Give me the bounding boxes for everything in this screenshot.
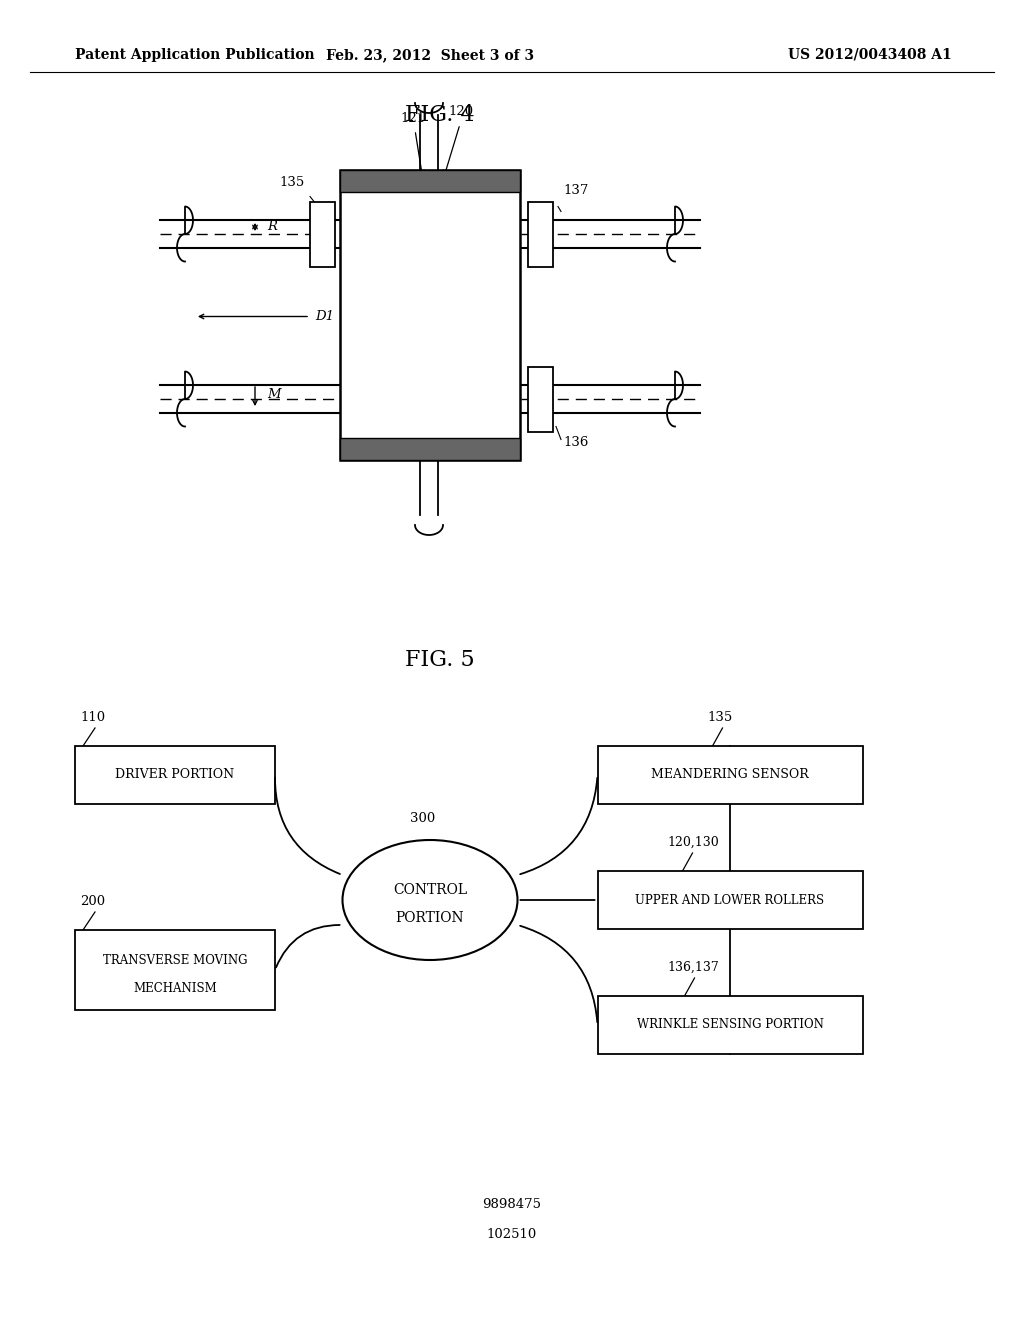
Bar [597, 871, 862, 929]
Text: 102510: 102510 [486, 1229, 538, 1242]
Text: CONTROL: CONTROL [393, 883, 467, 898]
Ellipse shape [342, 840, 517, 960]
Text: PORTION: PORTION [395, 911, 464, 925]
Text: MECHANISM: MECHANISM [133, 982, 217, 994]
Text: WRINKLE SENSING PORTION: WRINKLE SENSING PORTION [637, 1019, 823, 1031]
Text: Patent Application Publication: Patent Application Publication [75, 48, 314, 62]
Text: 9898475: 9898475 [482, 1199, 542, 1212]
Text: 300: 300 [410, 812, 435, 825]
Bar [340, 438, 520, 459]
Text: Feb. 23, 2012  Sheet 3 of 3: Feb. 23, 2012 Sheet 3 of 3 [326, 48, 535, 62]
Bar [340, 170, 520, 191]
Text: UPPER AND LOWER ROLLERS: UPPER AND LOWER ROLLERS [636, 894, 824, 907]
Text: 120,130: 120,130 [668, 836, 719, 849]
Bar [528, 202, 553, 267]
Text: DRIVER PORTION: DRIVER PORTION [116, 768, 234, 781]
Text: 200: 200 [80, 895, 105, 908]
Text: 135: 135 [280, 177, 305, 190]
Text: US 2012/0043408 A1: US 2012/0043408 A1 [788, 48, 952, 62]
Text: MEANDERING SENSOR: MEANDERING SENSOR [651, 768, 809, 781]
Text: 135: 135 [708, 711, 733, 723]
Text: 137: 137 [563, 183, 589, 197]
Bar [528, 367, 553, 432]
Text: TRANSVERSE MOVING: TRANSVERSE MOVING [102, 953, 247, 966]
Text: 120: 120 [449, 106, 473, 117]
Bar [310, 202, 335, 267]
Text: M: M [267, 388, 281, 400]
Bar [597, 997, 862, 1053]
Bar [597, 746, 862, 804]
Text: FIG. 5: FIG. 5 [406, 649, 475, 671]
Text: D1: D1 [315, 310, 334, 323]
Text: 121: 121 [400, 112, 425, 125]
Text: FIG. 4: FIG. 4 [406, 104, 475, 125]
Text: R: R [267, 220, 278, 234]
Bar [340, 170, 520, 459]
Bar [75, 746, 275, 804]
Bar [75, 931, 275, 1010]
Text: 136: 136 [563, 437, 589, 450]
Text: 136,137: 136,137 [668, 961, 719, 974]
Text: 110: 110 [80, 711, 105, 723]
